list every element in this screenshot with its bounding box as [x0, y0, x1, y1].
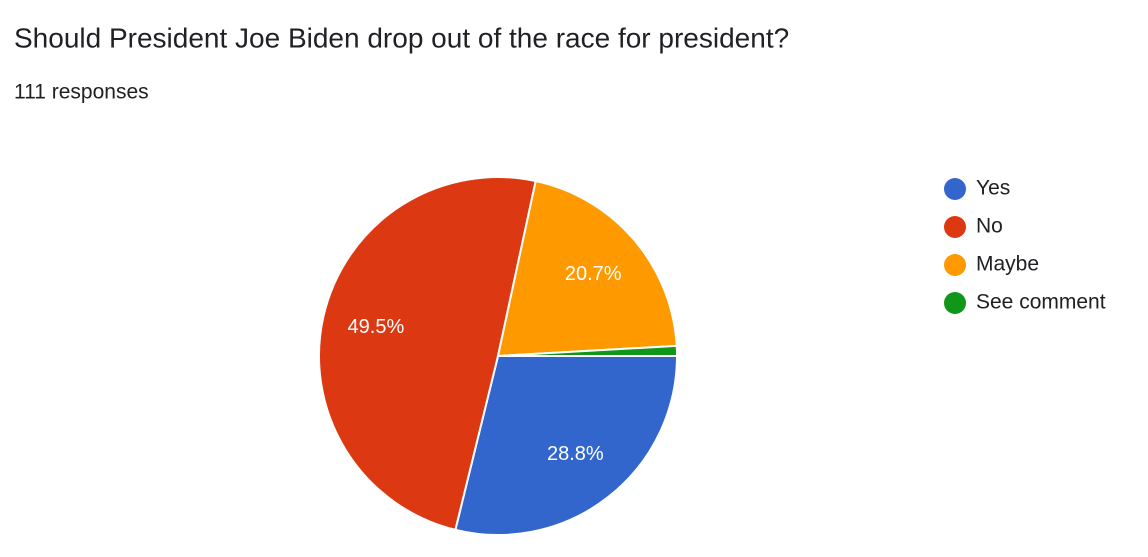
pie-slice: [318, 176, 537, 532]
legend-label: See comment: [976, 291, 1106, 314]
legend-swatch: [944, 292, 966, 314]
legend-label: Maybe: [976, 253, 1039, 276]
pie-slice: [454, 355, 679, 536]
legend-swatch: [944, 178, 966, 200]
slice-label: 28.8%: [547, 443, 604, 465]
legend-label: No: [976, 215, 1003, 238]
slice-label: 20.7%: [565, 263, 622, 285]
legend-label: Yes: [976, 177, 1010, 200]
chart-subtitle: 111 responses: [14, 81, 149, 104]
slice-label: 49.5%: [348, 316, 405, 338]
legend-swatch: [944, 216, 966, 238]
chart-title: Should President Joe Biden drop out of t…: [14, 22, 789, 53]
pie-slice: [496, 179, 678, 358]
pie-slice: [497, 344, 679, 357]
legend-swatch: [944, 254, 966, 276]
